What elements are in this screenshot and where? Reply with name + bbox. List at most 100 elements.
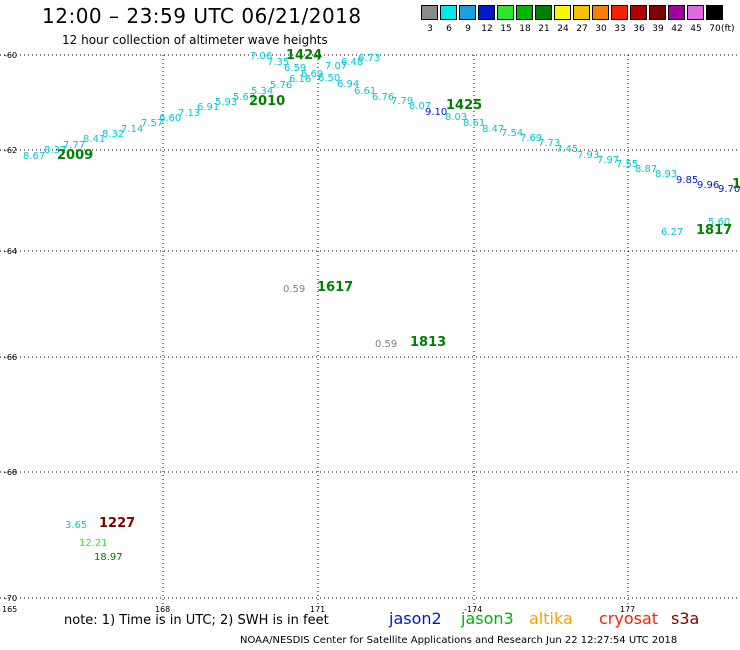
wave-height-value: 6.69 <box>301 69 324 80</box>
scale-label: 12 <box>481 24 493 34</box>
scale-label: 9 <box>465 24 471 34</box>
satellite-jason3: jason3 <box>461 609 514 628</box>
wave-height-value: 5.34 <box>251 86 274 97</box>
scale-unit: (ft) <box>721 24 735 34</box>
scale-label: 30 <box>595 24 607 34</box>
lat-label: -66 <box>4 353 18 362</box>
graticule <box>0 54 740 605</box>
scale-swatch <box>687 5 704 20</box>
wave-height-value: 9.10 <box>425 107 448 118</box>
lat-label: -60 <box>4 51 18 60</box>
map-subtitle: 12 hour collection of altimeter wave hei… <box>62 33 328 47</box>
scale-swatch <box>535 5 552 20</box>
scale-swatch <box>668 5 685 20</box>
wave-height-value: 6.73 <box>358 53 381 64</box>
wave-height-value: 6.27 <box>661 227 684 238</box>
wave-height-value: 7.13 <box>178 108 201 119</box>
wave-height-value: 8.93 <box>655 169 678 180</box>
wave-height-value: 5.76 <box>270 80 293 91</box>
lon-label: 165 <box>2 605 18 614</box>
wave-height-value: 7.97 <box>597 155 620 166</box>
pass-time-label: 1425 <box>446 98 483 113</box>
scale-label: 6 <box>446 24 452 34</box>
wave-height-value: 6.91 <box>197 102 220 113</box>
wave-height-value: 7.06 <box>250 51 273 62</box>
pass-time-label: 1617 <box>317 280 354 295</box>
wave-height-value: 8.07 <box>409 101 432 112</box>
wave-height-value: 7.54 <box>501 128 524 139</box>
wave-height-value: 8.61 <box>463 118 486 129</box>
scale-swatch <box>478 5 495 20</box>
scale-label: 18 <box>519 24 531 34</box>
scale-swatch <box>554 5 571 20</box>
pass-time-label: 1424 <box>286 48 323 63</box>
scale-label: 15 <box>500 24 512 34</box>
scale-swatch <box>573 5 590 20</box>
scale-swatch <box>421 5 438 20</box>
scale-swatch <box>630 5 647 20</box>
wave-height-value: 5.67 <box>233 92 256 103</box>
map-title: 12:00 – 23:59 UTC 06/21/2018 <box>42 4 362 28</box>
scale-swatch <box>459 5 476 20</box>
wave-height-value: 7.77 <box>63 140 86 151</box>
pass-time-label: 1 <box>732 177 740 192</box>
wave-height-value: 6.50 <box>318 73 341 84</box>
wave-height-value: 7.79 <box>391 96 414 107</box>
wave-height-value: 6.60 <box>159 113 182 124</box>
lon-label: 168 <box>155 605 171 614</box>
wave-height-value: 7.07 <box>325 61 348 72</box>
scale-label: 39 <box>652 24 664 34</box>
wave-height-value: 12.21 <box>79 538 108 549</box>
pass-time-label: 2009 <box>57 148 94 163</box>
lat-label: -70 <box>4 594 18 603</box>
wave-height-value: 7.57 <box>141 118 164 129</box>
wave-height-value: 8.47 <box>482 124 505 135</box>
wave-height-value: 0.59 <box>283 284 306 295</box>
satellite-s3a: s3a <box>671 609 700 628</box>
scale-label: 24 <box>557 24 569 34</box>
wave-height-value: 6.94 <box>337 79 360 90</box>
scale-label: 21 <box>538 24 550 34</box>
pass-time-label: 1817 <box>696 223 733 238</box>
lon-label: 171 <box>310 605 326 614</box>
lat-label: -64 <box>4 247 18 256</box>
scale-label: 27 <box>576 24 588 34</box>
scale-label: 3 <box>427 24 433 34</box>
scale-swatch <box>611 5 628 20</box>
wave-height-value: 7.14 <box>121 124 144 135</box>
wave-height-value: 8.37 <box>44 145 67 156</box>
scale-label: 45 <box>690 24 702 34</box>
scale-swatch <box>440 5 457 20</box>
wave-height-value: 6.59 <box>284 63 307 74</box>
wave-height-value: 6.61 <box>354 86 377 97</box>
wave-height-value: 7.35 <box>267 57 290 68</box>
wave-height-value: 3.65 <box>65 520 88 531</box>
wave-height-value: 8.32 <box>102 129 125 140</box>
wave-height-value: 9.96 <box>697 180 720 191</box>
lat-label: -68 <box>4 468 18 477</box>
wave-height-value: 9.85 <box>676 175 699 186</box>
wave-height-value: 5.60 <box>708 217 731 228</box>
wave-height-value: 8.03 <box>445 112 468 123</box>
wave-height-value: 7.55 <box>616 159 639 170</box>
wave-height-value: 7.69 <box>520 133 543 144</box>
wave-height-value: 6.48 <box>341 57 364 68</box>
lon-label: 177 <box>620 605 636 614</box>
pass-time-label: 1813 <box>410 335 447 350</box>
wave-height-value: 9.70 <box>718 184 740 195</box>
satellite-altika: altika <box>529 609 573 628</box>
wave-height-value: 0.59 <box>375 339 398 350</box>
lat-label: -62 <box>4 146 18 155</box>
wave-height-value: 7.93 <box>577 150 600 161</box>
note-text: note: 1) Time is in UTC; 2) SWH is in fe… <box>64 613 329 628</box>
scale-swatch <box>497 5 514 20</box>
scale-swatch <box>592 5 609 20</box>
scale-swatch <box>516 5 533 20</box>
scale-label: 36 <box>633 24 645 34</box>
wave-height-value: 6.76 <box>372 92 395 103</box>
satellite-cryosat: cryosat <box>599 609 659 628</box>
lon-label: -174 <box>464 605 483 614</box>
scale-swatch <box>649 5 666 20</box>
wave-height-value: 8.87 <box>635 164 658 175</box>
